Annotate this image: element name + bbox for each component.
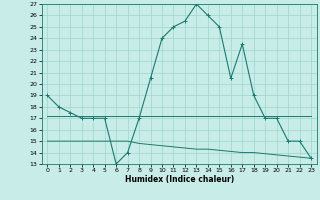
- X-axis label: Humidex (Indice chaleur): Humidex (Indice chaleur): [124, 175, 234, 184]
